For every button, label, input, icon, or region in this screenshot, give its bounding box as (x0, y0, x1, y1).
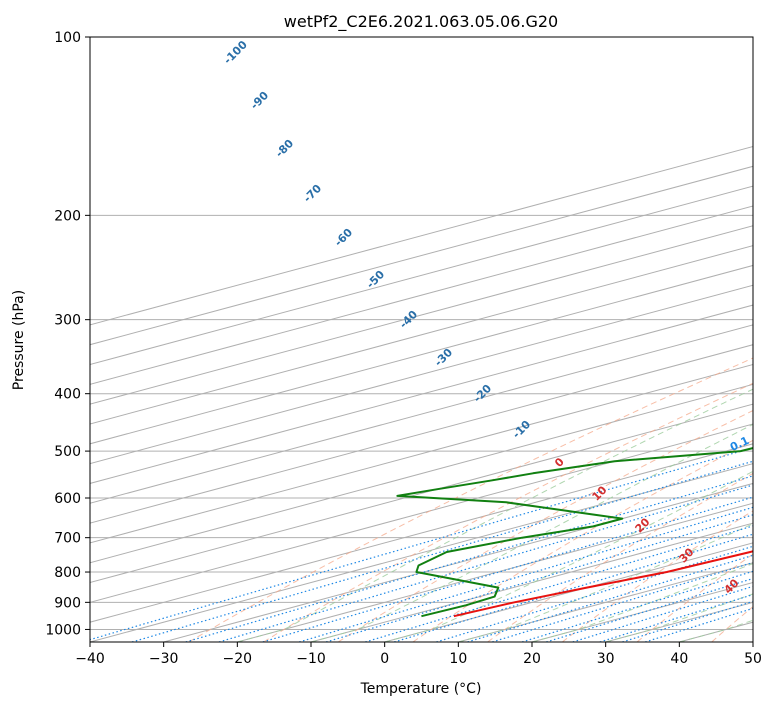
y-tick-label: 100 (54, 30, 81, 46)
moist-adiabats (237, 388, 753, 642)
y-axis-title: Pressure (hPa) (11, 290, 27, 390)
isotherm-line (90, 364, 753, 544)
y-tick-label: 800 (54, 565, 81, 581)
dry-adiabat (487, 472, 753, 642)
isotherm-line (90, 463, 753, 642)
isotherms (90, 145, 753, 642)
mixing-ratio-line (90, 450, 742, 641)
isotherm-line (90, 284, 753, 465)
y-tick-label: 600 (54, 491, 81, 507)
isotherm-line (90, 225, 753, 405)
dry-adiabat (412, 439, 753, 642)
isotherm-line (752, 641, 753, 642)
x-axis-title: Temperature (°C) (360, 681, 482, 697)
x-tick-label: −10 (296, 651, 326, 667)
mixing-ratio-line (325, 514, 753, 642)
isotherm-line (90, 324, 753, 504)
x-tick-label: −20 (223, 651, 253, 667)
y-tick-label: 700 (54, 531, 81, 547)
dewpoint-line (396, 447, 753, 618)
dry-adiabats (188, 357, 753, 642)
isotherm-line (90, 165, 753, 346)
sounding-series (396, 447, 753, 618)
x-tick-label: 20 (523, 651, 541, 667)
x-tick-label: 40 (670, 651, 688, 667)
isotherm-line (90, 423, 753, 603)
y-tick-label: 500 (54, 444, 81, 460)
dry-adiabat (263, 382, 753, 642)
dry-adiabat (561, 510, 753, 642)
moist-adiabat (384, 470, 753, 642)
moist-adiabat (237, 388, 753, 642)
x-tick-label: −40 (75, 651, 105, 667)
isotherm-line (163, 482, 753, 642)
y-tick-label: 1000 (45, 622, 81, 638)
mixing-ratio-line (218, 484, 753, 642)
mixing-ratio-lines (90, 450, 753, 642)
x-tick-label: 30 (597, 651, 615, 667)
dry-adiabat (188, 357, 753, 642)
mixing-ratio-line (467, 554, 753, 642)
isotherm-line (90, 304, 753, 484)
isotherm-line (90, 185, 753, 366)
mixing-ratio-line (131, 460, 753, 642)
moist-adiabat (531, 563, 753, 642)
x-tick-label: 50 (744, 651, 762, 667)
isotherm-line (90, 205, 753, 385)
temperature-line (453, 550, 753, 618)
mixing-ratio-line (521, 570, 753, 642)
isotherm-line (237, 502, 753, 642)
plot-background (90, 37, 753, 642)
x-tick-label: 10 (449, 651, 467, 667)
mixing-ratio-line (394, 533, 753, 642)
isotherm-line (310, 522, 753, 642)
y-axis-ticks: 100 200 300 400 500 600 700 800 900 1000 (45, 30, 90, 638)
x-tick-label: 0 (380, 651, 389, 667)
isotherm-line (90, 245, 753, 425)
y-tick-label: 400 (54, 387, 81, 403)
y-tick-label: 900 (54, 595, 81, 611)
x-tick-label: −30 (149, 651, 179, 667)
mixing-ratio-line (436, 545, 753, 642)
chart-title: wetPf2_C2E6.2021.063.05.06.G20 (284, 12, 558, 32)
plot-frame (89, 36, 754, 643)
isotherm-line (90, 383, 753, 564)
mixing-ratio-line (492, 561, 753, 642)
isotherm-line (90, 403, 753, 584)
mixing-ratio-line (185, 475, 753, 642)
isotherm-line (90, 264, 753, 445)
y-tick-label: 200 (54, 208, 81, 224)
y-tick-label: 300 (54, 313, 81, 329)
x-axis-ticks: −40 −30 −20 −10 0 10 20 30 40 50 (75, 642, 762, 667)
isotherm-line (90, 443, 753, 623)
mixing-ratio-line (365, 525, 753, 642)
